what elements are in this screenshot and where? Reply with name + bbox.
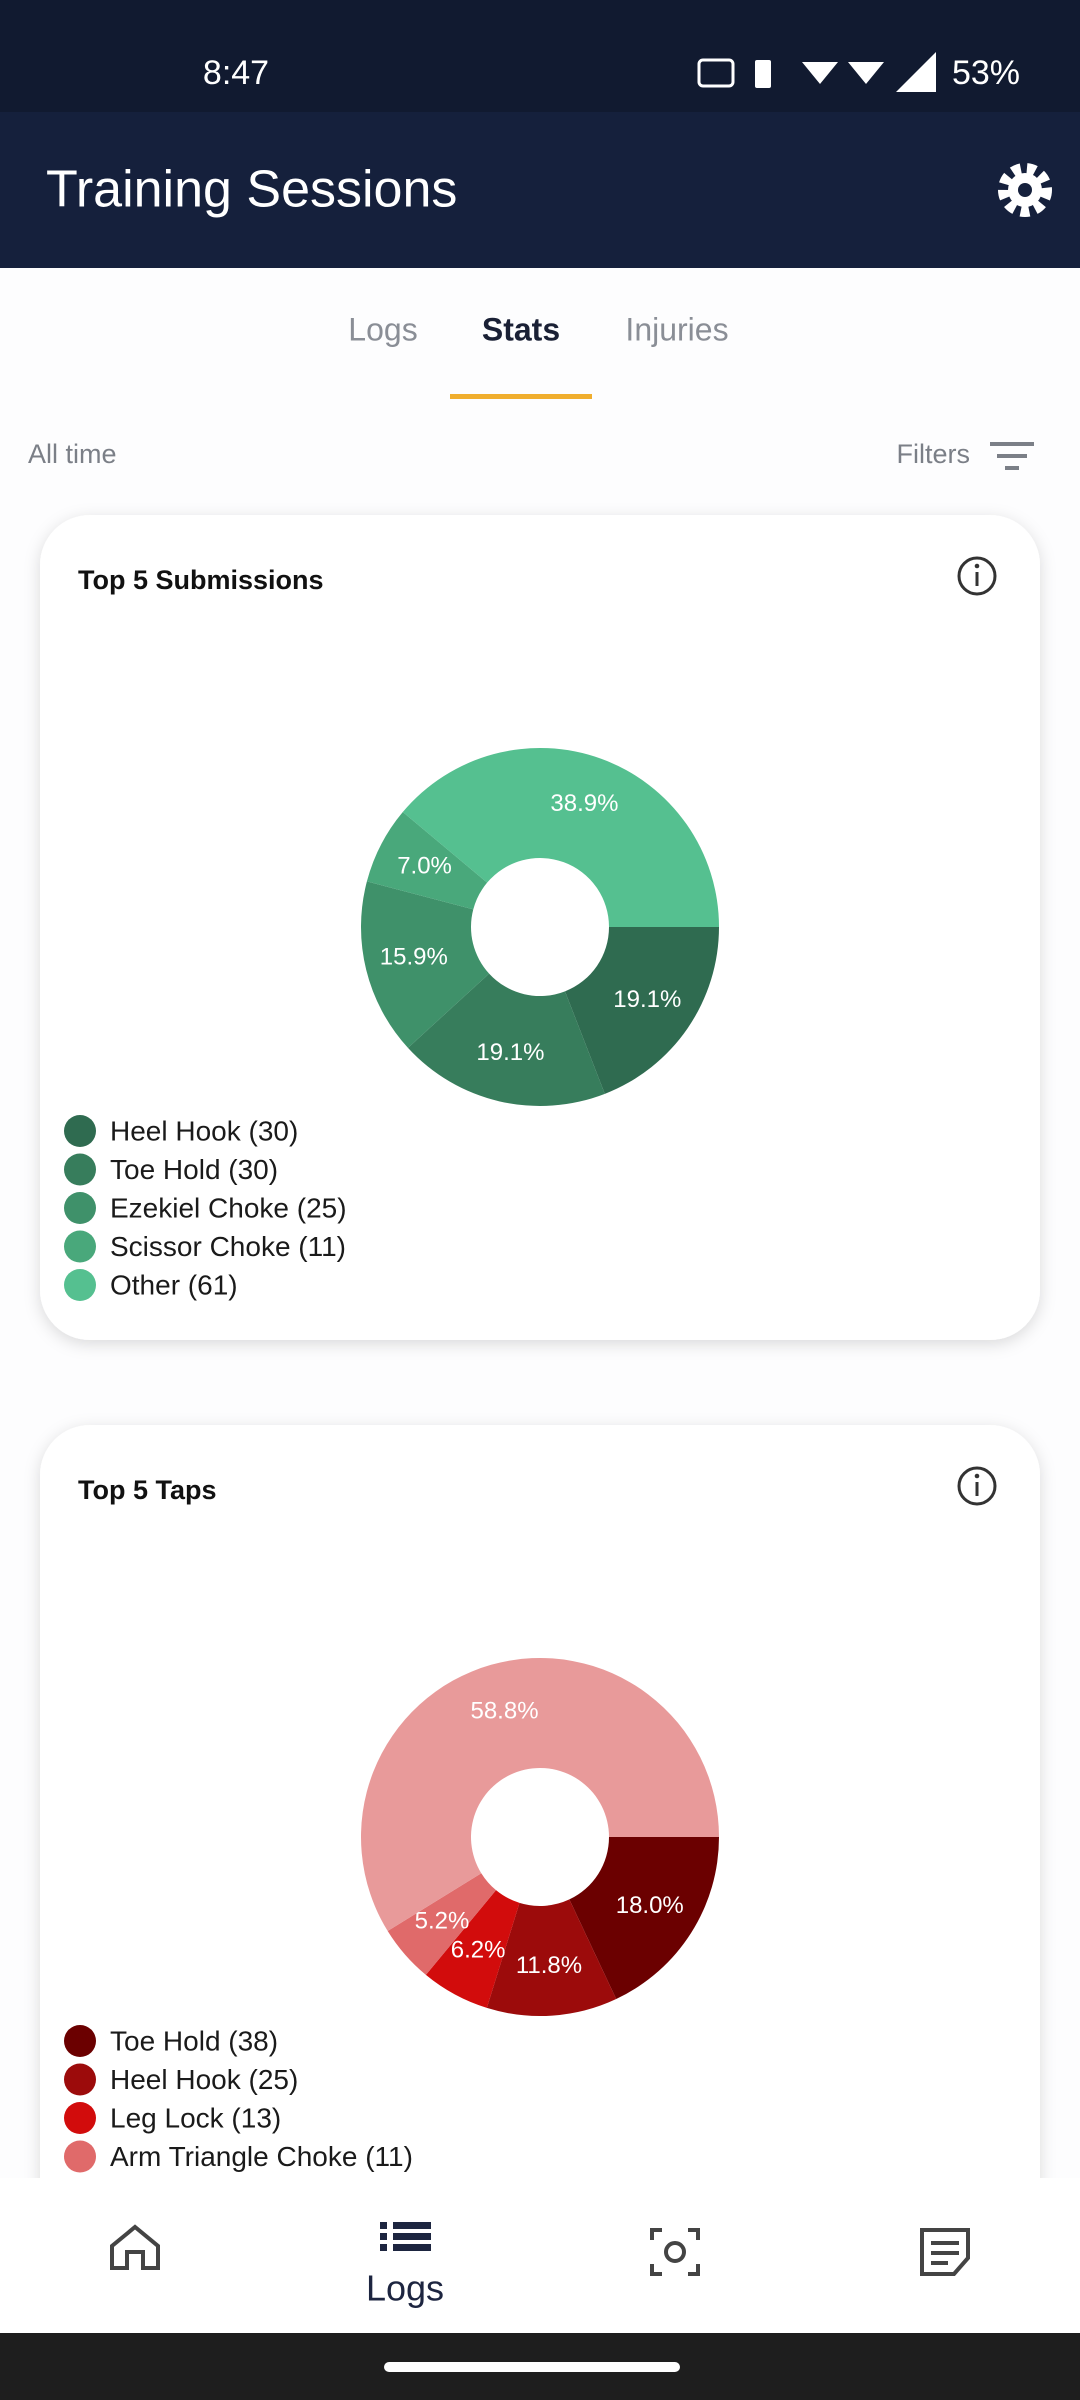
legend-swatch [64, 2025, 96, 2057]
legend-swatch [64, 2063, 96, 2096]
legend-swatch [64, 1230, 96, 1263]
legend-label: Toe Hold (30) [110, 1154, 278, 1185]
legend-label: Arm Triangle Choke (11) [110, 2141, 413, 2172]
status-icons [697, 52, 936, 92]
slice [361, 1657, 719, 1932]
info-button[interactable] [957, 1466, 997, 1506]
settings-button[interactable] [998, 163, 1052, 217]
clock: 8:47 [203, 54, 269, 92]
slice [402, 747, 719, 927]
slice [425, 1890, 520, 2008]
slice [486, 1899, 617, 2016]
donut-chart: 18.0% 11.8% 6.2%5.2% 58.8% Toe Hold (38) Heel… [64, 1657, 719, 2173]
legend-label: Toe Hold (38) [110, 2025, 278, 2056]
notes-tab[interactable] [920, 2228, 970, 2276]
legend-label: Other (61) [110, 1269, 238, 1300]
time-range[interactable]: All time [28, 439, 117, 469]
slice [387, 1873, 497, 1975]
slice [366, 812, 488, 910]
slice-label: 5.2% [415, 1908, 470, 1935]
slice-label: 58.8% [470, 1697, 538, 1724]
card [40, 515, 1040, 1340]
card [40, 1425, 1040, 2325]
slice-label: 18.0% [616, 1892, 684, 1919]
card-title: Top 5 Submissions [78, 565, 324, 595]
tab-indicator [450, 394, 592, 399]
tab[interactable]: Injuries [625, 311, 728, 347]
slice-label: 6.2% [451, 1937, 506, 1964]
slice-label: 19.1% [613, 986, 681, 1013]
slice [569, 1837, 719, 1999]
slice-label: 7.0% [397, 853, 452, 880]
legend-label: Scissor Choke (11) [110, 1231, 346, 1262]
legend-label: Heel Hook (30) [110, 1115, 298, 1146]
donut-chart: 19.1% 19.1% 15.9% 7.0% 38.9% Heel Hook (30) To… [64, 747, 719, 1301]
legend-swatch [64, 2140, 96, 2173]
bottom-nav [0, 2178, 1080, 2333]
gesture-handle [384, 2362, 680, 2372]
tab[interactable]: Stats [482, 311, 560, 347]
legend-label: Leg Lock (13) [110, 2102, 281, 2133]
app-bar [0, 112, 1080, 268]
scan-tab[interactable] [650, 2228, 700, 2276]
slice-label: 19.1% [476, 1039, 544, 1066]
tab[interactable]: Logs [348, 311, 417, 347]
nav-label: Logs [366, 2268, 444, 2309]
filter-icon[interactable] [990, 442, 1034, 470]
home-tab[interactable] [110, 2224, 160, 2270]
battery-level: 53% [952, 54, 1020, 92]
slice-label: 15.9% [380, 943, 448, 970]
slice-label: 38.9% [550, 790, 618, 817]
slice-label: 11.8% [516, 1952, 582, 1979]
slice [564, 927, 719, 1094]
legend-label: Ezekiel Choke (25) [110, 1192, 347, 1223]
legend-swatch [64, 1269, 96, 1301]
slice [361, 881, 490, 1048]
legend-swatch [64, 1192, 96, 1224]
app-title: Training Sessions [46, 161, 457, 219]
info-button[interactable] [957, 556, 997, 596]
status-bar [0, 0, 1080, 112]
card-title: Top 5 Taps [78, 1475, 217, 1505]
legend-swatch [64, 1115, 96, 1147]
slice [407, 973, 605, 1106]
logs-tab[interactable]: Logs [366, 2222, 444, 2309]
legend-swatch [64, 2102, 96, 2134]
legend-label: Heel Hook (25) [110, 2064, 298, 2095]
tab-bar: Logs Stats Injuries [348, 311, 729, 399]
filters-button[interactable]: Filters [897, 439, 971, 469]
legend-swatch [64, 1153, 96, 1186]
